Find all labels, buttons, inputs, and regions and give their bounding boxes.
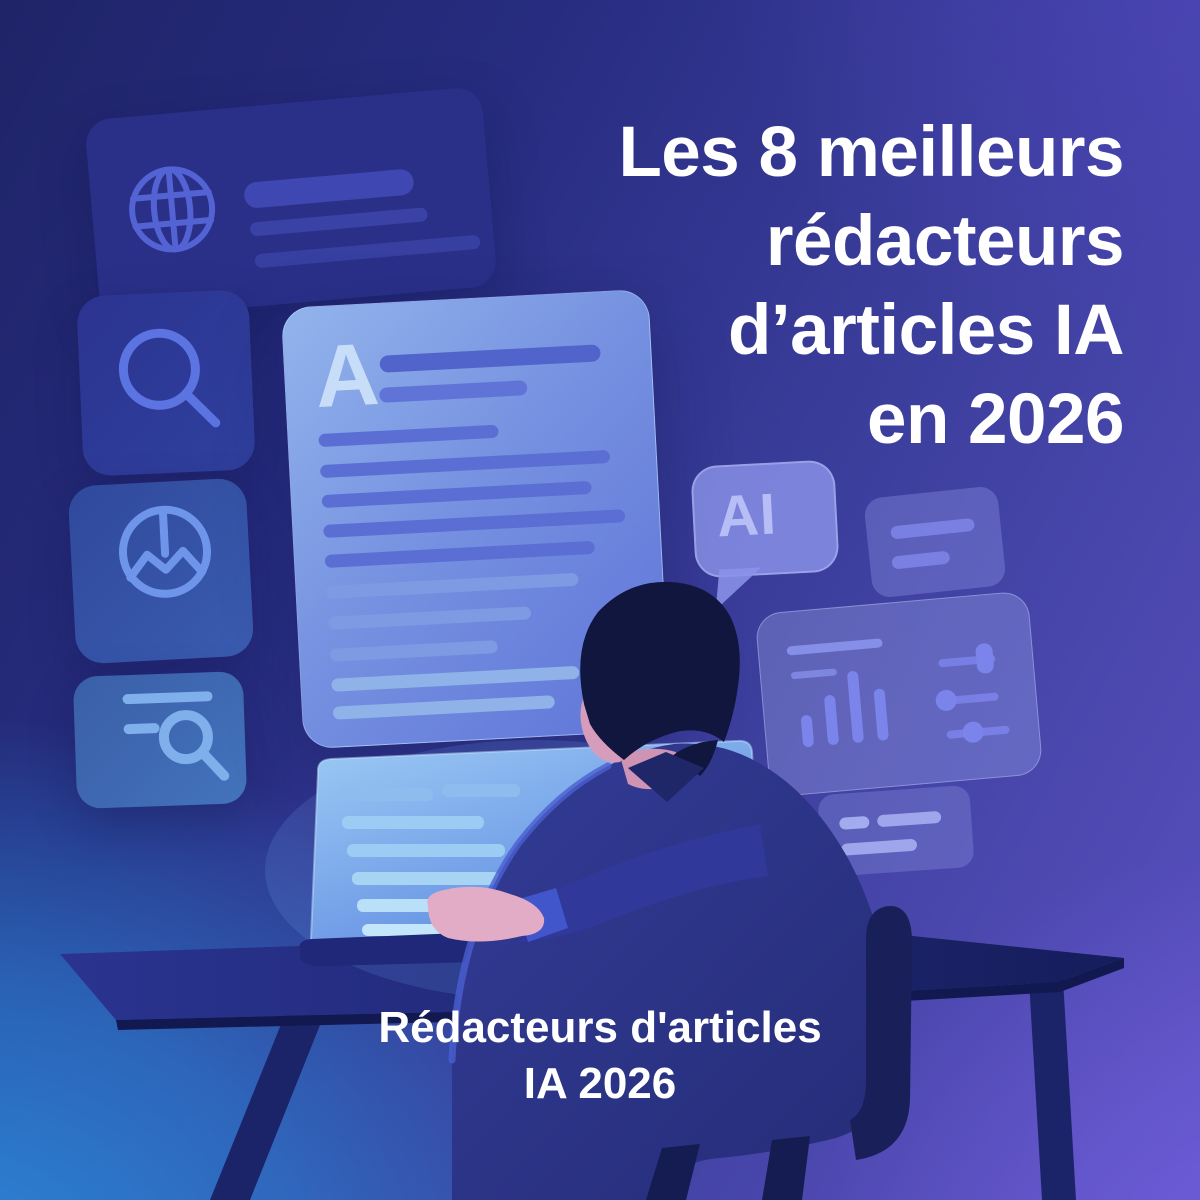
chair-back-frame — [850, 906, 912, 1160]
person-torso — [452, 743, 892, 1200]
laptop-screen-lines — [338, 784, 520, 936]
analytics-icon — [118, 505, 211, 598]
globe-icon — [129, 166, 216, 253]
person — [427, 581, 912, 1200]
person-hair — [580, 581, 740, 760]
suit-collar — [628, 752, 704, 802]
caption-line: IA 2026 — [523, 1059, 677, 1108]
title-line: d’articles IA — [728, 291, 1125, 370]
filter-search-icon — [122, 691, 230, 781]
person-hand — [427, 886, 545, 942]
title-line: Les 8 meilleurs — [618, 113, 1124, 192]
filter-card — [72, 671, 248, 809]
caption-line: Rédacteurs d'articles — [378, 1003, 822, 1052]
search-card — [76, 289, 256, 477]
person-hair-nape — [672, 740, 718, 776]
title-line: en 2026 — [866, 380, 1125, 459]
analytics-tile-card — [67, 477, 255, 665]
browser-window-card — [84, 86, 498, 320]
poster-title: Les 8 meilleurs rédacteurs d’articles IA… — [524, 108, 1124, 464]
chair-legs — [646, 1136, 810, 1200]
title-line: rédacteurs — [765, 202, 1125, 281]
person-arm — [514, 824, 768, 942]
suit-rim-highlight — [448, 762, 612, 1064]
search-icon — [118, 328, 221, 428]
caption: Rédacteurs d'articles IA 2026 — [330, 1000, 870, 1112]
